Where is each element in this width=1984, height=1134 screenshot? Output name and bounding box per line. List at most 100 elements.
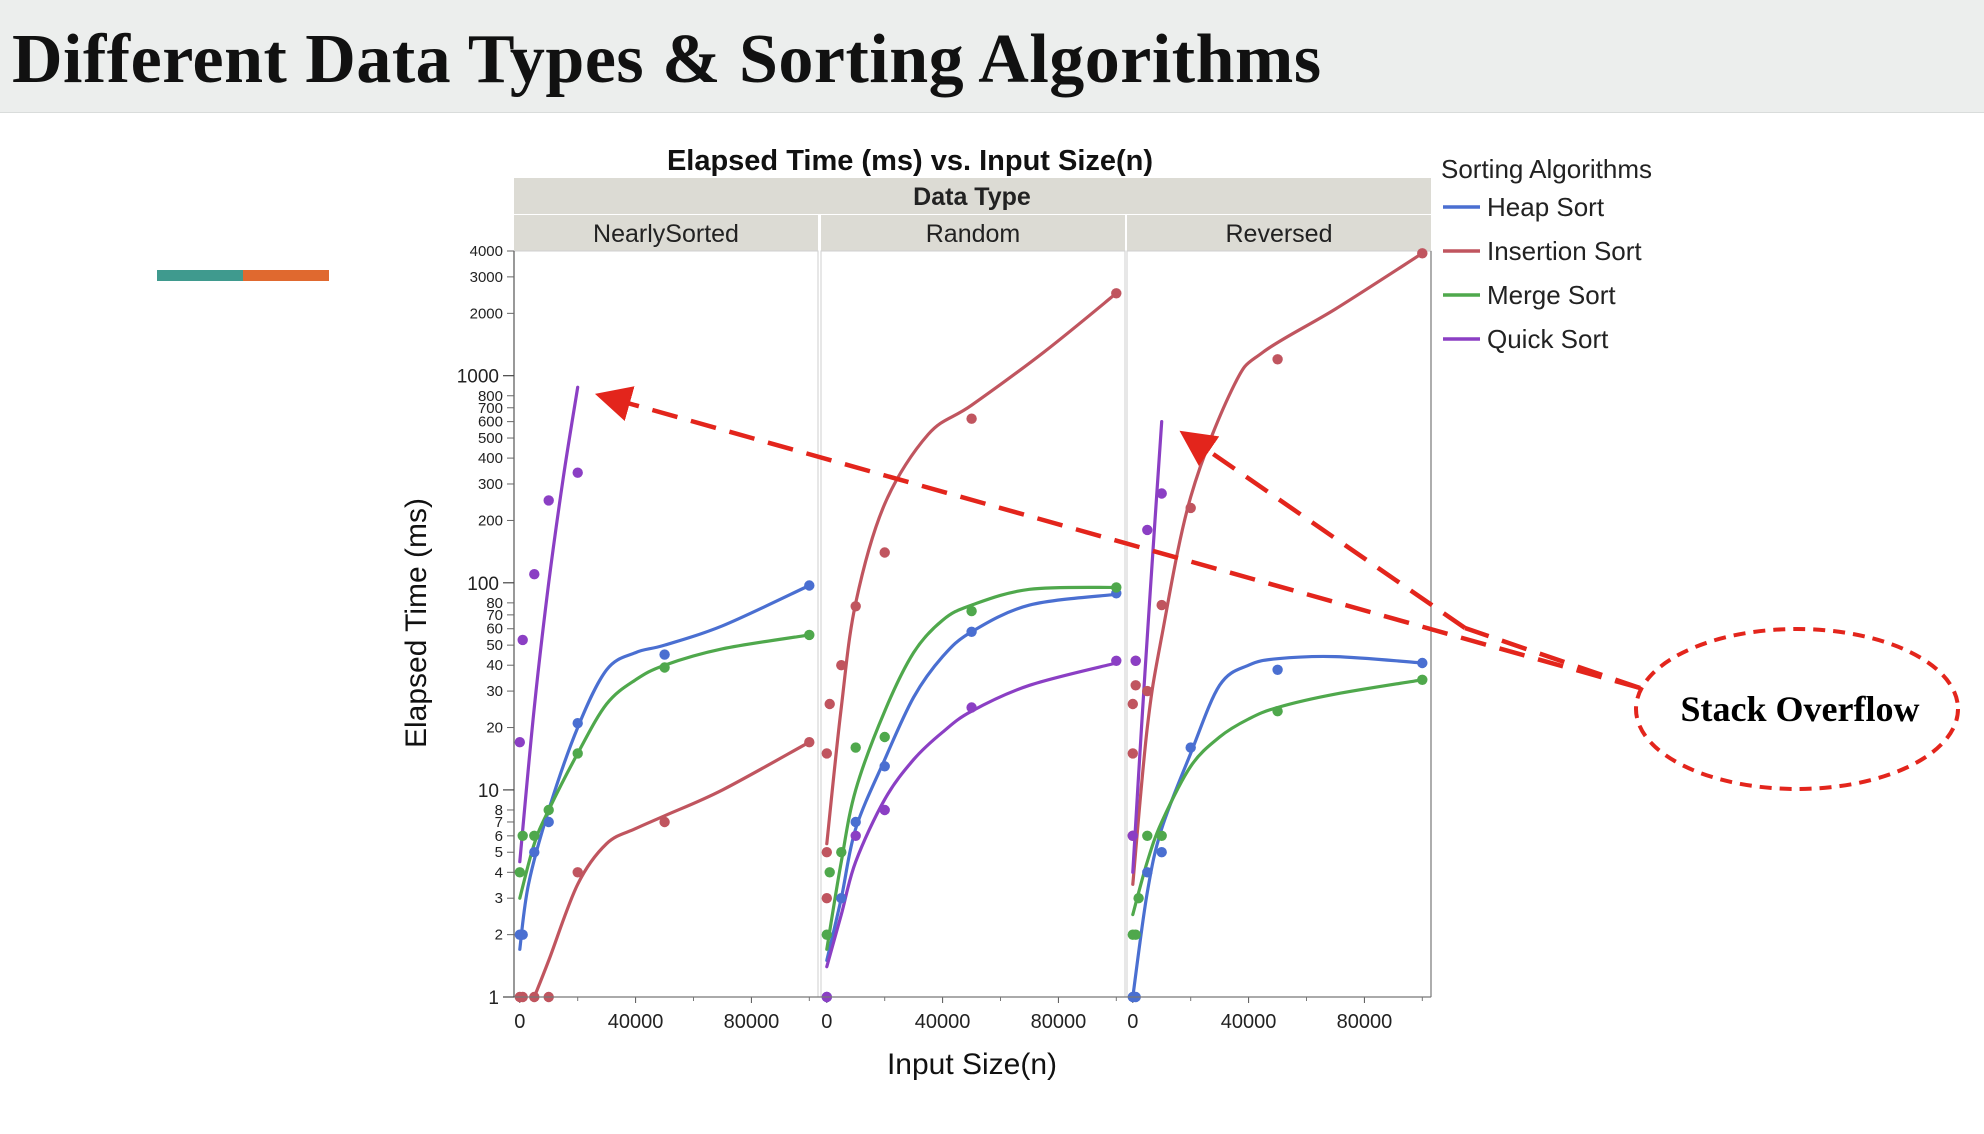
- data-point-quick: [1111, 655, 1122, 666]
- accent-bar-orange: [243, 270, 329, 281]
- legend-item-merge: Merge Sort: [1443, 280, 1616, 310]
- y-tick-label: 3: [495, 890, 503, 907]
- data-point-merge: [517, 830, 528, 841]
- series-line-heap: [825, 592, 1118, 963]
- data-point-quick: [1130, 655, 1141, 666]
- legend-label: Heap Sort: [1487, 192, 1605, 222]
- panel-nearlysorted: NearlySorted 0 40000 80000: [513, 215, 819, 1033]
- data-point-insertion: [1185, 502, 1196, 514]
- data-point-insertion: [1127, 698, 1139, 710]
- panel-plot-area: [820, 250, 1126, 998]
- y-tick-label: 5: [495, 844, 503, 861]
- data-point-insertion: [572, 867, 583, 878]
- x-tick-label: 40000: [915, 1011, 971, 1033]
- data-point-heap: [529, 847, 540, 858]
- legend-item-insertion: Insertion Sort: [1443, 236, 1642, 266]
- x-tick-label: 80000: [1337, 1011, 1393, 1033]
- series-line-merge: [825, 585, 1118, 951]
- x-tick-label: 80000: [724, 1011, 780, 1033]
- y-axis-label: Elapsed Time (ms): [400, 498, 433, 748]
- y-tick-label: 50: [486, 637, 503, 654]
- y-tick-label: 3000: [470, 269, 503, 286]
- accent-bar-teal: [157, 270, 243, 281]
- y-tick-label: 800: [478, 388, 503, 405]
- data-point-heap: [517, 929, 528, 940]
- data-point-heap: [804, 580, 815, 591]
- x-tick-label: 0: [821, 1011, 832, 1033]
- slide-title-bar: Different Data Types & Sorting Algorithm…: [0, 0, 1984, 113]
- y-tick-label: 70: [486, 607, 503, 624]
- panel-plot-area: [513, 250, 819, 998]
- panel-random: Random 0 40000 80000: [820, 215, 1126, 1033]
- data-point-merge: [824, 867, 835, 878]
- data-point-heap: [1272, 664, 1283, 675]
- panel-title: NearlySorted: [593, 220, 739, 248]
- data-point-merge: [659, 662, 670, 673]
- data-point-merge: [850, 742, 861, 753]
- y-tick-label: 4000: [470, 243, 503, 260]
- y-tick-label: 200: [478, 512, 503, 529]
- data-point-quick: [529, 569, 540, 580]
- data-point-insertion: [804, 737, 815, 748]
- data-point-merge: [514, 867, 525, 878]
- data-point-merge: [879, 731, 890, 743]
- data-point-heap: [1156, 847, 1167, 858]
- panel-plot-area: [1126, 250, 1432, 998]
- y-tick-label: 600: [478, 414, 503, 431]
- data-point-merge: [1133, 893, 1144, 904]
- annotation-text: Stack Overflow: [1681, 689, 1920, 729]
- data-point-quick: [572, 467, 583, 478]
- data-point-heap: [879, 761, 890, 772]
- series-line-insertion: [825, 291, 1118, 846]
- data-point-quick: [1127, 830, 1139, 841]
- data-point-insertion: [821, 847, 832, 858]
- series-line-merge: [1131, 678, 1424, 917]
- y-tick-label: 40: [486, 657, 503, 674]
- data-point-insertion: [1111, 288, 1122, 299]
- data-point-merge: [1142, 830, 1153, 841]
- legend-label: Insertion Sort: [1487, 236, 1642, 266]
- data-point-insertion: [1417, 248, 1428, 259]
- data-point-insertion: [1127, 748, 1139, 759]
- panel-title: Reversed: [1226, 220, 1333, 248]
- data-point-merge: [966, 605, 977, 617]
- x-tick-label: 0: [514, 1011, 525, 1033]
- data-point-merge: [1130, 929, 1141, 940]
- data-point-insertion: [1142, 685, 1153, 697]
- data-point-heap: [1417, 657, 1428, 669]
- data-point-quick: [879, 804, 890, 816]
- data-point-insertion: [836, 660, 847, 671]
- data-point-quick: [543, 495, 554, 506]
- data-point-insertion: [659, 816, 670, 828]
- legend: Sorting Algorithms Heap Sort Insertion So…: [1441, 154, 1652, 354]
- data-point-quick: [850, 830, 861, 841]
- annotation-ellipse: [1634, 627, 1960, 791]
- y-tick-label: 80: [486, 595, 503, 612]
- y-tick-label: 4: [495, 864, 503, 881]
- data-point-merge: [1111, 582, 1122, 593]
- y-tick-label: 300: [478, 476, 503, 493]
- series-line-insertion: [1131, 251, 1424, 886]
- data-point-heap: [850, 816, 861, 828]
- data-point-merge: [529, 830, 540, 841]
- data-point-quick: [514, 737, 525, 748]
- slide-title: Different Data Types & Sorting Algorithm…: [12, 21, 1322, 98]
- y-tick-label: 100: [467, 574, 499, 595]
- annotation-arrow-segment: [1464, 625, 1641, 691]
- annotation: Stack Overflow: [594, 386, 1960, 791]
- data-point-insertion: [824, 698, 835, 710]
- series-line-quick: [518, 385, 580, 864]
- data-point-heap: [1142, 867, 1153, 878]
- data-point-insertion: [1130, 680, 1141, 691]
- data-point-merge: [1272, 706, 1283, 717]
- data-point-insertion: [879, 547, 890, 558]
- legend-label: Merge Sort: [1487, 280, 1616, 310]
- y-tick-label: 60: [486, 621, 503, 638]
- data-point-merge: [836, 847, 847, 858]
- y-tick-label: 7: [495, 814, 503, 831]
- data-point-heap: [966, 626, 977, 637]
- series-line-heap: [1131, 654, 1424, 999]
- data-point-heap: [836, 893, 847, 904]
